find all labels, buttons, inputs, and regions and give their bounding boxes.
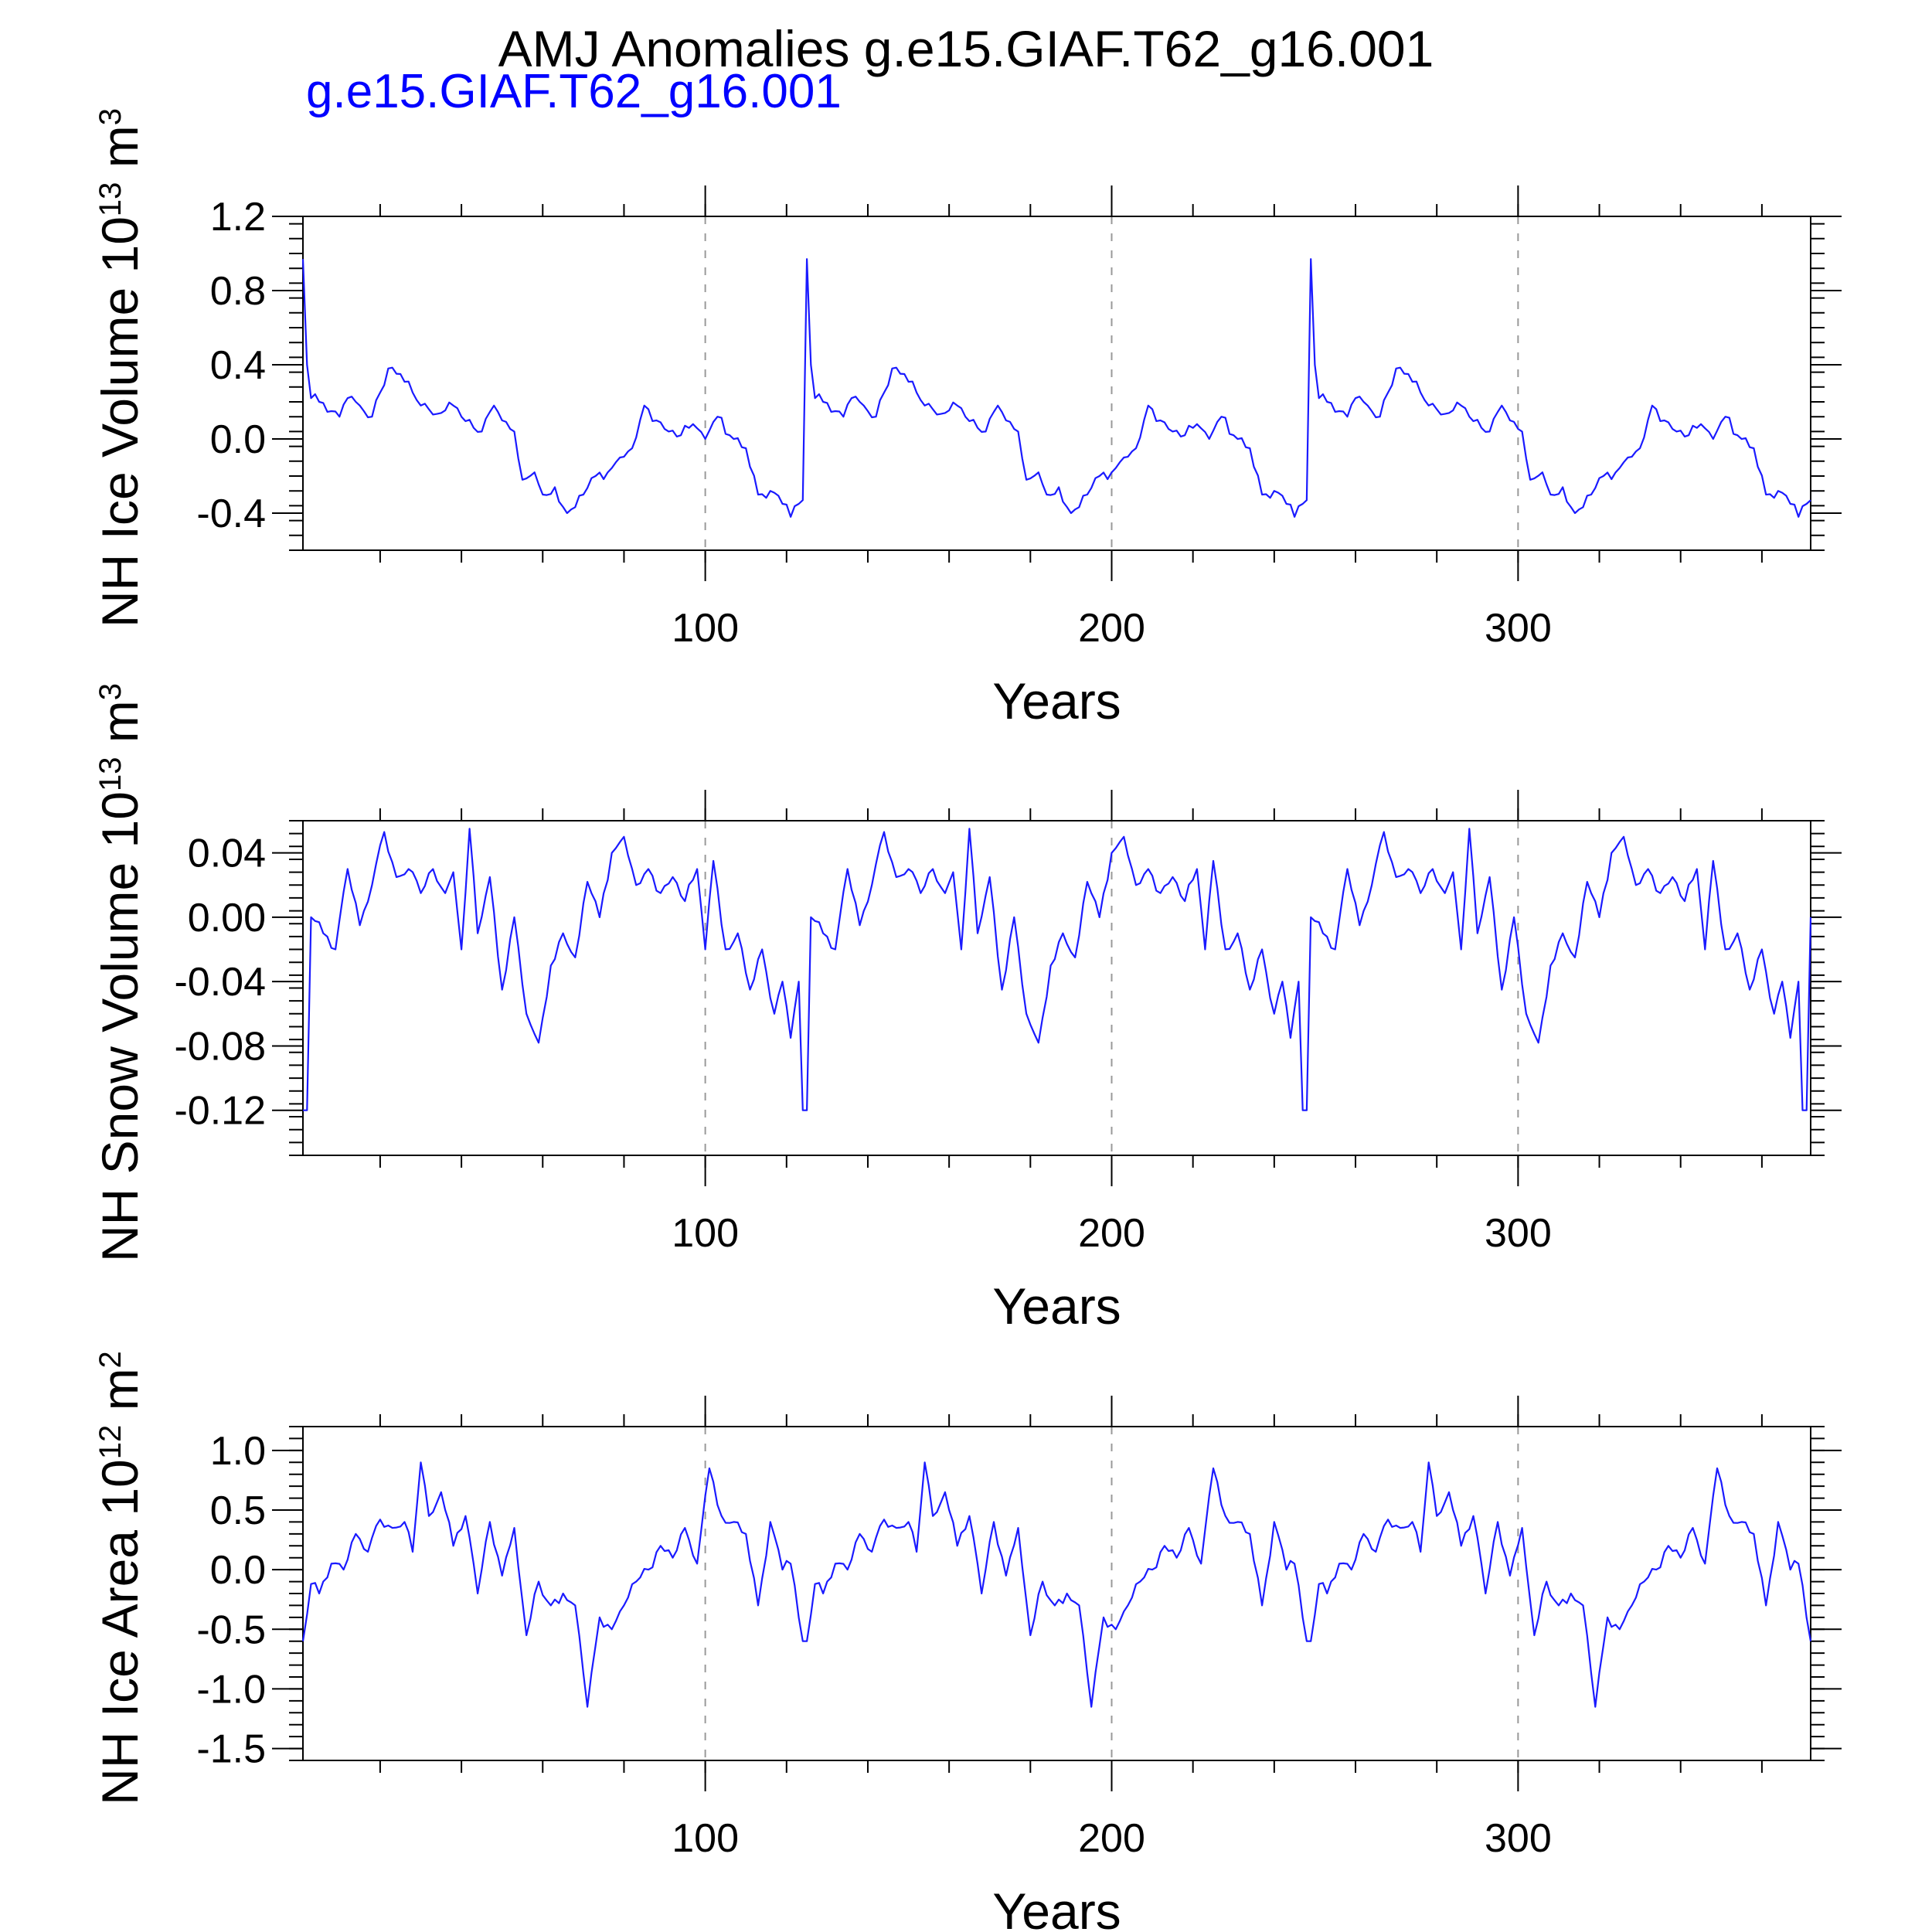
series-line xyxy=(301,258,1811,518)
panel-2: 100 200 300 -0.12 -0.08 -0.04 0.00 0.04 Years NH … xyxy=(91,683,1842,1335)
y-tick-label: 1.0 xyxy=(210,1429,266,1474)
x-tick-label: 100 xyxy=(672,1816,739,1861)
x-axis-title: Years xyxy=(992,1277,1121,1335)
y-axis-title-main: NH Ice Volume 10 xyxy=(91,216,148,628)
y-tick-label: -1.0 xyxy=(196,1667,266,1712)
x-tick-label: 300 xyxy=(1485,1816,1552,1861)
y-tick-label: 0.00 xyxy=(188,896,266,940)
panel-3: 100 200 300 -1.5 -1.0 -0.5 0.0 0.5 1.0 Years NH Ic… xyxy=(91,1351,1842,1932)
series-subtitle: g.e15.GIAF.T62_g16.001 xyxy=(306,65,842,118)
y-axis-title: NH Ice Area 1012 m2 xyxy=(91,1351,148,1805)
x-tick-label: 100 xyxy=(672,1211,739,1256)
plot-frame xyxy=(302,216,1811,551)
y-axis-title-unit_sup: 2 xyxy=(94,1351,128,1368)
y-tick-label: 0.8 xyxy=(210,269,266,314)
y-tick-label: -0.04 xyxy=(174,960,266,1005)
y-tick-label: -0.12 xyxy=(174,1089,266,1134)
y-axis-title-unit: m xyxy=(91,1368,148,1424)
y-axis-title-sup: 13 xyxy=(94,182,128,217)
y-tick-label: 0.0 xyxy=(210,1548,266,1593)
series-line xyxy=(303,828,1812,1111)
y-axis-title-unit: m xyxy=(91,125,148,182)
panel-1: 100 200 300 -0.4 0.0 0.4 0.8 1.2 Years NH Ice Vol… xyxy=(91,108,1842,730)
x-tick-label: 100 xyxy=(672,606,739,651)
y-tick-label: 1.2 xyxy=(210,195,266,240)
y-tick-label: -0.4 xyxy=(196,492,266,536)
y-tick-label: 0.5 xyxy=(210,1488,266,1533)
y-axis-title: NH Snow Volume 1013 m3 xyxy=(91,683,148,1262)
y-axis-title-sup: 12 xyxy=(94,1425,128,1460)
series-line xyxy=(301,1461,1812,1708)
y-axis-title-unit_sup: 3 xyxy=(94,108,128,125)
y-axis-title-unit_sup: 3 xyxy=(94,683,128,700)
y-tick-label: 0.0 xyxy=(210,417,266,462)
x-axis-title: Years xyxy=(992,1883,1121,1932)
y-axis-title: NH Ice Volume 1013 m3 xyxy=(91,108,148,628)
x-tick-label: 200 xyxy=(1078,606,1145,651)
y-tick-label: -0.5 xyxy=(196,1607,266,1652)
plot-frame xyxy=(302,820,1811,1156)
chart-title: AMJ Anomalies g.e15.GIAF.T62_g16.001 xyxy=(498,20,1434,77)
y-tick-label: 0.04 xyxy=(188,832,266,876)
x-tick-label: 300 xyxy=(1485,1211,1552,1256)
y-tick-label: -0.08 xyxy=(174,1024,266,1069)
y-axis-title-unit: m xyxy=(91,700,148,757)
y-axis-title-main: NH Ice Area 10 xyxy=(91,1459,148,1805)
y-tick-label: -1.5 xyxy=(196,1727,266,1772)
y-tick-label: 0.4 xyxy=(210,343,266,388)
x-axis-title: Years xyxy=(992,672,1121,730)
y-axis-title-main: NH Snow Volume 10 xyxy=(91,791,148,1262)
x-tick-label: 200 xyxy=(1078,1211,1145,1256)
x-tick-label: 300 xyxy=(1485,606,1552,651)
plot-frame xyxy=(302,1426,1811,1761)
y-axis-title-sup: 13 xyxy=(94,757,128,792)
x-tick-label: 200 xyxy=(1078,1816,1145,1861)
